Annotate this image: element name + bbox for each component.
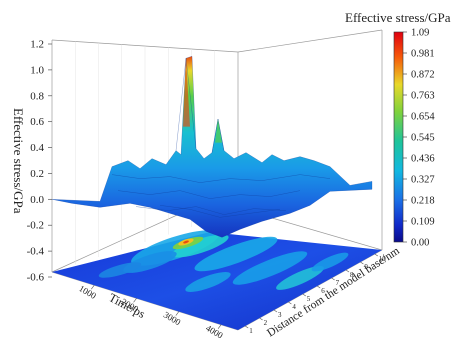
floor-contour (185, 272, 231, 292)
colorbar-tick-label: 0.872 (411, 70, 435, 81)
colorbar-ticks: 1.09 0.981 0.872 0.763 0.654 0.545 0.436 0.327 0… (403, 28, 435, 249)
y-tick-label: 10 (379, 255, 387, 263)
colorbar-title: Effective stress/GPa (345, 10, 451, 25)
colorbar-tick-label: 1.09 (411, 28, 429, 39)
colorbar-tick-label: 0.763 (411, 91, 435, 102)
z-axis-ticks: 1.2 1.0 0.8 0.6 0.4 0.2 0.0 -0.2 -0.4 -0.6 (27, 39, 52, 284)
stress-surface (51, 55, 373, 238)
colorbar-tick-label: 0.436 (411, 154, 435, 165)
colorbar-tick-label: 0.218 (411, 196, 435, 207)
z-tick-label: 0.2 (30, 168, 44, 180)
y-tick-label: 4 (292, 303, 296, 311)
floor-hotspot (183, 240, 189, 244)
floor-contour (98, 262, 142, 278)
y-tick-label: 5 (307, 295, 311, 303)
z-tick-label: 0.6 (30, 116, 44, 128)
y-tick-mark (360, 261, 364, 265)
x-tick-mark (217, 324, 222, 329)
floor-contour (276, 266, 324, 290)
y-tick-mark (331, 277, 335, 281)
z-tick-label: 0.0 (30, 194, 44, 206)
y-tick-label: 7 (336, 279, 340, 287)
x-tick-mark (91, 285, 95, 290)
colorbar-tick-label: 0.981 (411, 49, 435, 60)
colorbar-tick-label: 0.327 (411, 175, 435, 186)
y-axis-ticks: 1 2 3 4 5 6 7 8 9 10 (245, 253, 387, 335)
surface-mesh-line (159, 205, 281, 218)
y-tick-label: 9 (364, 263, 368, 271)
floor-contour (194, 236, 278, 272)
floor-contour (311, 252, 349, 272)
y-tick-mark (245, 325, 249, 329)
z-tick-label: -0.4 (27, 246, 45, 258)
contour-floor (52, 230, 382, 330)
colorbar (393, 31, 404, 243)
y-tick-mark (374, 253, 378, 257)
surface-body (51, 55, 373, 238)
y-tick-mark (345, 269, 350, 273)
z-tick-label: 1.2 (30, 39, 44, 51)
y-tick-label: 1 (249, 327, 253, 335)
y-tick-mark (273, 309, 278, 313)
floor-contour (232, 251, 308, 285)
floor-contour (171, 234, 229, 258)
colorbar-tick-label: 0.654 (411, 112, 435, 123)
peak-highlight (215, 119, 222, 143)
colorbar-tick-label: 0.00 (411, 238, 429, 249)
z-tick-label: 0.8 (30, 90, 44, 102)
y-tick-mark (288, 301, 292, 305)
colorbar-tick-label: 0.109 (411, 217, 435, 228)
z-tick-label: -0.2 (27, 220, 44, 232)
x-tick-mark (133, 298, 137, 303)
z-axis-label: Effective stress/GPa (11, 108, 26, 214)
axes-box-edge (237, 29, 383, 53)
x-tick-label: 3000 (162, 310, 183, 328)
y-tick-mark (317, 285, 321, 289)
surface-mesh-line (117, 190, 301, 199)
peak-highlight (183, 58, 190, 127)
z-tick-label: -0.6 (27, 272, 45, 284)
y-tick-mark (259, 317, 263, 321)
y-tick-label: 3 (278, 311, 282, 319)
y-tick-label: 2 (264, 319, 268, 327)
z-tick-label: 0.4 (30, 142, 44, 154)
x-tick-mark (175, 311, 180, 316)
y-tick-label: 8 (350, 271, 354, 279)
colorbar-tick-label: 0.545 (411, 133, 435, 144)
x-tick-label: 1000 (77, 283, 98, 301)
y-tick-mark (302, 293, 306, 297)
z-tick-label: 1.0 (30, 64, 44, 76)
y-tick-label: 6 (321, 287, 325, 295)
surface-mesh-line (111, 174, 331, 183)
surface-mesh-line (135, 206, 287, 215)
x-tick-label: 4000 (204, 323, 225, 341)
